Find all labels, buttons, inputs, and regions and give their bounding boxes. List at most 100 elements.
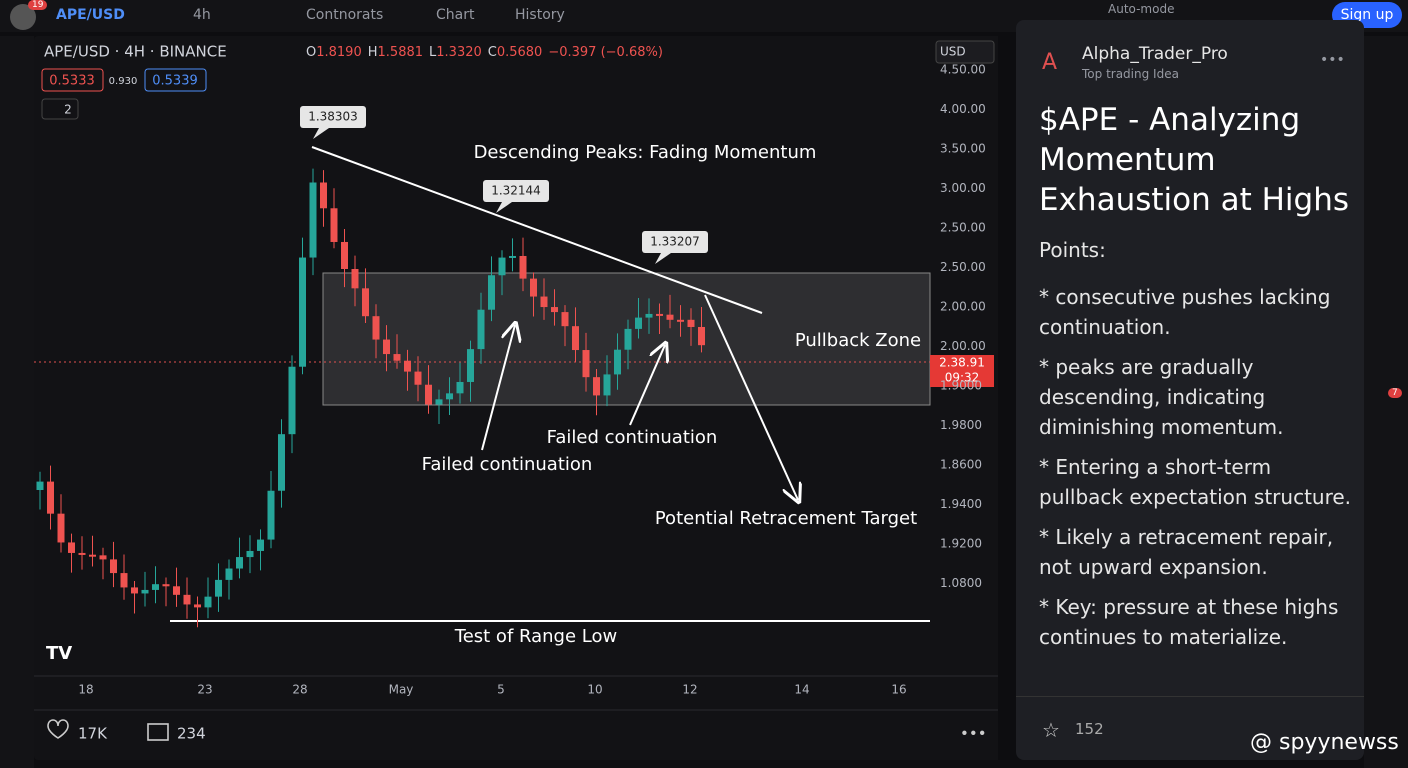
- candle-body: [225, 568, 233, 580]
- time-axis-label: May: [389, 683, 414, 697]
- boost-icon[interactable]: ☆: [1042, 718, 1060, 742]
- price-axis-label: 1.9800: [940, 418, 982, 432]
- watermark: @ spyynewss: [1250, 730, 1399, 755]
- time-axis-label: 28: [292, 683, 307, 697]
- candle-body: [215, 579, 222, 597]
- candle-body: [57, 513, 65, 543]
- boosts: 152: [1075, 720, 1104, 738]
- candle-body: [582, 350, 590, 378]
- candle-body: [656, 313, 663, 316]
- bid: 0.5333: [49, 74, 95, 89]
- candle-body: [68, 542, 75, 553]
- price-axis: [932, 36, 998, 760]
- candle-body: [278, 434, 285, 491]
- arrow: [629, 345, 665, 426]
- candle-body: [435, 399, 443, 405]
- candle-body: [603, 374, 611, 396]
- current-price-tag: [930, 355, 994, 387]
- ohlc: O1.8190 H1.5881 L1.3320 C0.5680 −0.397 (−0.6…: [306, 45, 663, 60]
- annotation: Test of Range Low: [454, 626, 617, 647]
- callout-box: [483, 180, 549, 202]
- candle-body: [393, 354, 401, 361]
- candle-body: [362, 288, 369, 317]
- indicator-toggle[interactable]: [41, 98, 79, 120]
- spread: 0.930: [109, 76, 138, 87]
- ask: 0.5339: [152, 74, 198, 89]
- point: * Likely a retracement repair, not upwar…: [1039, 525, 1334, 579]
- symbol: APE/USD: [56, 7, 125, 23]
- chart-button[interactable]: Chart: [436, 7, 475, 23]
- candle-body: [561, 312, 569, 327]
- callout-label: 1.38303: [308, 110, 358, 124]
- price-axis-label: 1.9200: [940, 537, 982, 551]
- legend-title: APE/USD · 4H · BINANCE: [44, 43, 227, 61]
- time-axis-label: 12: [682, 683, 697, 697]
- auto-mode[interactable]: Auto-mode: [1108, 2, 1175, 16]
- candle-body: [267, 490, 275, 540]
- ohlc-value: 1.8190: [316, 45, 362, 60]
- price-axis-label: 2.00.00: [940, 300, 986, 314]
- time-axis-label: 14: [794, 683, 809, 697]
- point: * consecutive pushes lacking continuatio…: [1039, 285, 1331, 339]
- comments: 234: [177, 725, 206, 743]
- interval[interactable]: 4h: [193, 7, 211, 23]
- candle-body: [509, 255, 516, 258]
- top-bar: 19 APE/USD 4h Contnorats Chart History A…: [0, 0, 1408, 32]
- candle-body: [110, 559, 117, 574]
- right-toolbar: 7: [1364, 36, 1408, 768]
- price-axis-label: 2.00.00: [940, 339, 986, 353]
- price-axis-label: 2.50.00: [940, 221, 986, 235]
- candle-body: [446, 393, 453, 400]
- annotation: Failed continuation: [422, 454, 593, 475]
- candle-body: [47, 481, 54, 514]
- callout-pointer: [313, 128, 329, 139]
- idea-panel: A Alpha_Trader_Pro Top trading Idea ••• …: [1016, 20, 1364, 760]
- candle-body: [677, 319, 684, 322]
- symbol-search[interactable]: APE/USD: [56, 7, 125, 23]
- point: * Entering a short-term pullback expecta…: [1039, 455, 1352, 509]
- history-button[interactable]: History: [515, 7, 565, 23]
- candle-body: [593, 377, 600, 396]
- indicator-count: 2: [64, 103, 72, 117]
- menu-button[interactable]: •••: [1320, 52, 1345, 68]
- candle-body: [635, 317, 642, 329]
- left-toolbar: [0, 36, 34, 768]
- current-price: 2.38.91: [939, 356, 985, 370]
- arrow: [481, 325, 515, 451]
- callout-pointer: [496, 202, 512, 213]
- callout-pointer: [655, 253, 671, 264]
- candle-body: [666, 314, 674, 320]
- ohlc-label: O: [306, 45, 316, 60]
- currency-select[interactable]: [935, 40, 995, 64]
- candle-body: [351, 268, 359, 289]
- bid-box[interactable]: [41, 68, 104, 92]
- candle-body: [372, 316, 380, 340]
- candle-body: [183, 594, 191, 605]
- like-icon[interactable]: [47, 719, 69, 739]
- candle-body: [120, 573, 128, 588]
- indicators[interactable]: Contnorats: [306, 7, 384, 23]
- candle-body: [309, 182, 317, 258]
- author-logo: A: [1042, 50, 1058, 75]
- price-axis-label: 1.0800: [940, 576, 982, 590]
- candle-body: [141, 589, 149, 594]
- alert-badge: 7: [1388, 388, 1402, 398]
- ohlc-value: 1.3320: [436, 45, 482, 60]
- ask-box[interactable]: [144, 68, 207, 92]
- candle-body: [131, 587, 138, 594]
- price-axis-label: 2.50.00: [940, 260, 986, 274]
- more-button[interactable]: •••: [960, 725, 987, 743]
- candle-body: [488, 275, 495, 310]
- points-list: * consecutive pushes lacking continuatio…: [1039, 282, 1354, 662]
- tv-logo: TV: [46, 643, 72, 664]
- candle-body: [572, 326, 579, 351]
- time-axis-label: 16: [891, 683, 906, 697]
- candle-body: [320, 182, 327, 209]
- trendline: [311, 146, 763, 314]
- annotation: Failed continuation: [547, 427, 718, 448]
- arrow: [704, 294, 798, 500]
- author[interactable]: Alpha_Trader_Pro: [1082, 44, 1228, 64]
- candle-body: [624, 328, 632, 350]
- comment-icon[interactable]: [147, 723, 169, 741]
